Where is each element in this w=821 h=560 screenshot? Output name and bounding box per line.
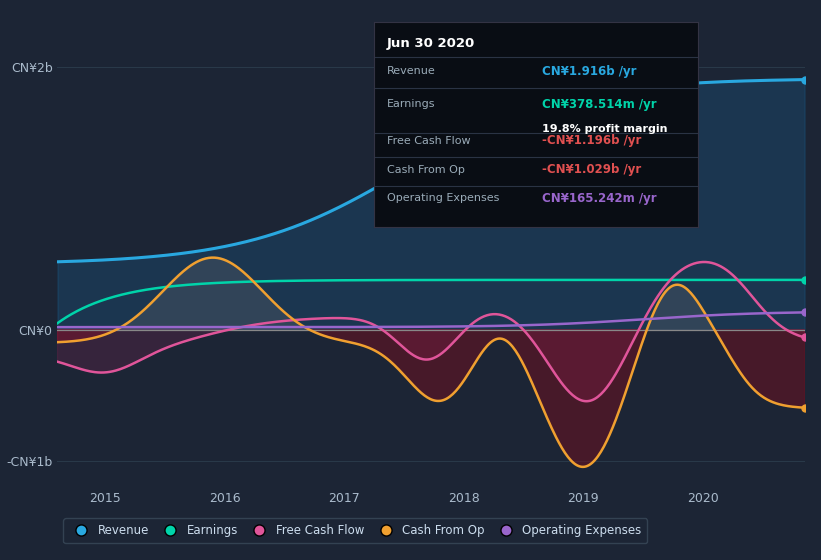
Text: Jun 30 2020: Jun 30 2020 <box>387 37 475 50</box>
Text: CN¥1.916b /yr: CN¥1.916b /yr <box>542 65 637 78</box>
Text: Earnings: Earnings <box>387 99 435 109</box>
Text: 19.8% profit margin: 19.8% profit margin <box>542 124 667 134</box>
Text: Cash From Op: Cash From Op <box>387 165 465 175</box>
Text: Revenue: Revenue <box>387 67 435 77</box>
Legend: Revenue, Earnings, Free Cash Flow, Cash From Op, Operating Expenses: Revenue, Earnings, Free Cash Flow, Cash … <box>63 519 648 543</box>
Text: CN¥165.242m /yr: CN¥165.242m /yr <box>542 192 657 205</box>
Text: -CN¥1.029b /yr: -CN¥1.029b /yr <box>542 163 641 176</box>
Text: Free Cash Flow: Free Cash Flow <box>387 136 470 146</box>
Text: -CN¥1.196b /yr: -CN¥1.196b /yr <box>542 134 641 147</box>
Text: CN¥378.514m /yr: CN¥378.514m /yr <box>542 97 657 111</box>
Text: Operating Expenses: Operating Expenses <box>387 193 499 203</box>
